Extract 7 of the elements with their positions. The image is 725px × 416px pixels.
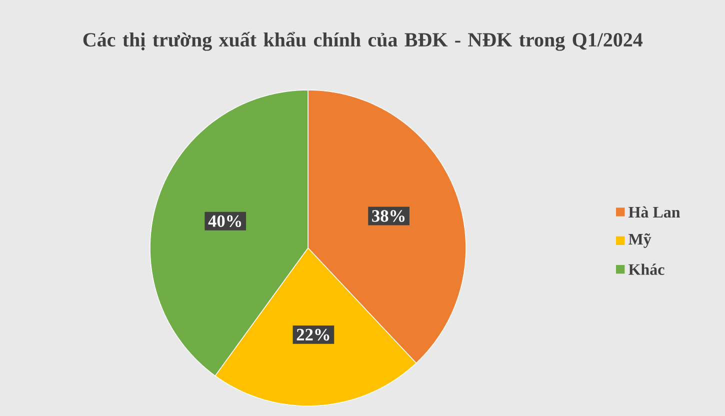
legend-label: Khác (628, 264, 664, 275)
data-label: 38% (372, 210, 405, 222)
data-label: 22% (296, 328, 330, 341)
chart-title: Các thị trường xuất khẩu chính của BĐK - NĐK trong Q1/2024 (83, 32, 643, 51)
legend-label: Mỹ (628, 233, 652, 248)
data-label: 40% (208, 215, 242, 228)
legend-label: Hà Lan (628, 206, 680, 218)
